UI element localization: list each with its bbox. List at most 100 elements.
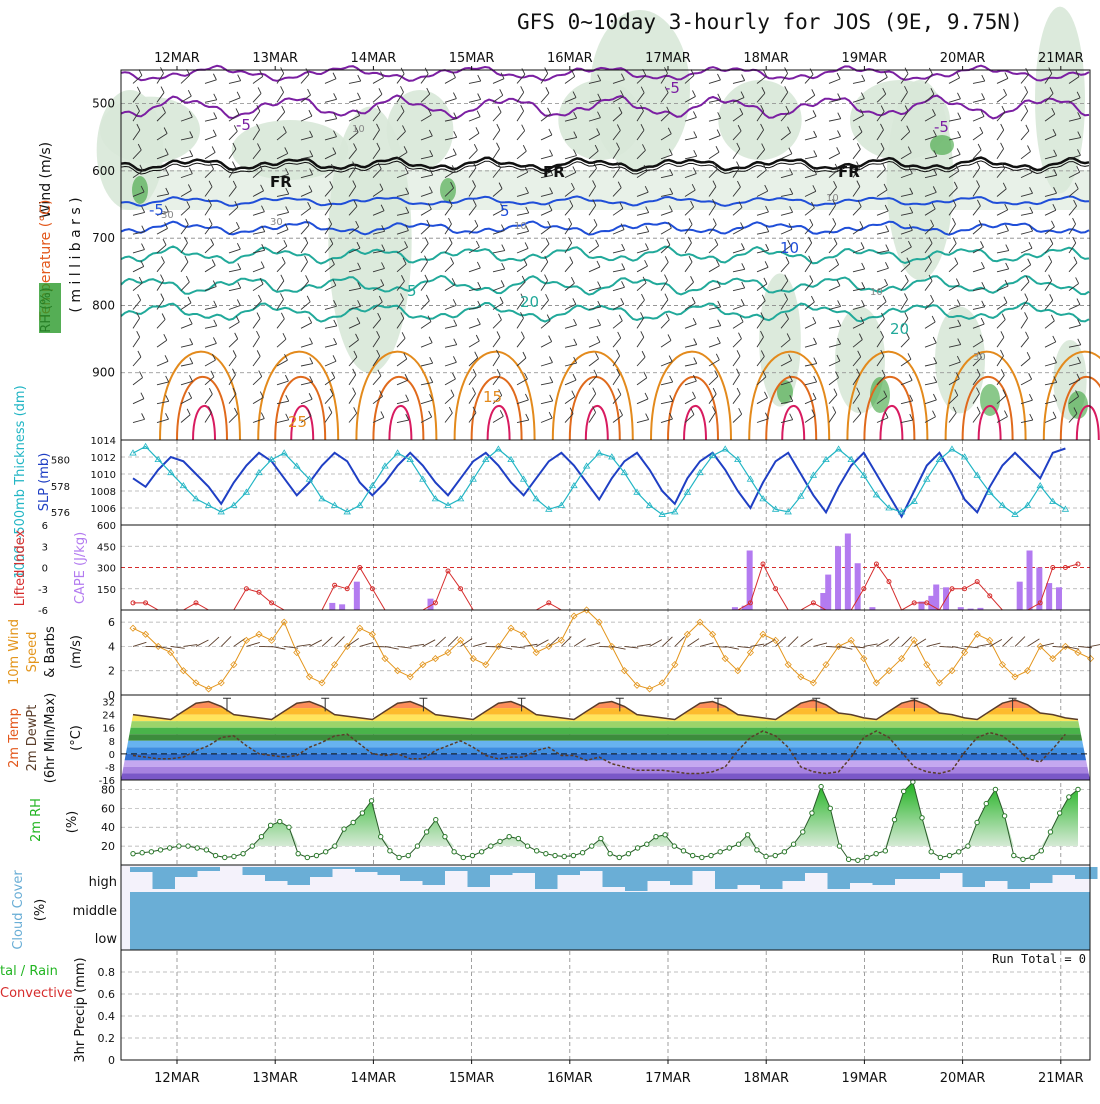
rh-tick-label: 40 — [101, 821, 115, 834]
rh-point — [690, 853, 694, 857]
cape-tick-label: 450 — [97, 542, 116, 553]
cloud-high-bar — [603, 867, 626, 887]
rh-point — [415, 844, 419, 848]
cloud-high-bar — [265, 867, 288, 881]
cloud-high-bar — [310, 867, 333, 877]
cloud-high-bar — [130, 867, 153, 872]
temp-band — [121, 773, 1090, 780]
wind-barb — [322, 637, 332, 646]
date-label-top: 12MAR — [154, 51, 200, 66]
rh-point — [406, 853, 410, 857]
ylabel-wind-3: & Barbs — [43, 626, 58, 678]
cloud-high-bar — [918, 867, 941, 879]
rh-point — [131, 851, 135, 855]
pressure-tick-label: 500 — [92, 97, 115, 111]
rh-point — [846, 857, 850, 861]
wind-tick-label: 4 — [108, 640, 115, 653]
rh-point — [1002, 814, 1006, 818]
temp-tick-label: 8 — [109, 737, 115, 748]
rh-point — [635, 846, 639, 850]
ylabel-temp-2: 2m DewPt — [25, 705, 40, 772]
li-tick-label: 0 — [42, 564, 48, 575]
cape-bar — [1017, 582, 1023, 610]
date-label-top: 19MAR — [842, 51, 888, 66]
cape-bar — [933, 585, 939, 611]
rh-point — [874, 851, 878, 855]
rh-point — [379, 834, 383, 838]
cloud-high-bar — [940, 867, 963, 873]
contour-label: 5 — [407, 282, 417, 300]
rh-point — [525, 844, 529, 848]
rh-point — [993, 787, 997, 791]
date-label-top: 20MAR — [940, 51, 986, 66]
rh-point — [645, 842, 649, 846]
cloud-high-bar — [625, 867, 648, 891]
rh-legend-swatch — [39, 283, 61, 333]
cloud-high-bar — [963, 867, 986, 887]
cloud-high-bar — [580, 867, 603, 871]
rh-point — [250, 844, 254, 848]
wind-barb — [650, 640, 662, 647]
wind-barb — [360, 643, 373, 647]
date-label-top: 17MAR — [645, 51, 691, 66]
wind-barb — [385, 646, 399, 649]
temp-band — [121, 728, 1090, 735]
contour-label: 5 — [500, 202, 510, 220]
wind-barb — [700, 643, 714, 647]
cape-bar — [354, 582, 360, 610]
wind-barb — [221, 636, 231, 646]
rh-point — [333, 844, 337, 848]
wind-barb — [952, 646, 966, 649]
cloud-level-low: low — [95, 932, 118, 947]
contour-label: 10 — [352, 124, 365, 135]
wind-barb — [876, 639, 888, 646]
contour-label: -5 — [934, 118, 949, 136]
rh-point — [388, 849, 392, 853]
cape-tick-label: 300 — [97, 564, 116, 575]
ylabel-rh2m-unit: (%) — [65, 811, 80, 834]
date-label-bottom: 20MAR — [940, 1071, 986, 1086]
rh-point — [920, 816, 924, 820]
rh-point — [590, 844, 594, 848]
ylabel-cloud: Cloud Cover — [11, 870, 26, 950]
ylabel-rh2m: 2m RH — [29, 798, 44, 842]
rh-line — [133, 782, 1078, 860]
rh-point — [498, 839, 502, 843]
rh-point — [479, 850, 483, 854]
date-label-top: 13MAR — [252, 51, 298, 66]
cloud-high-bar — [1008, 867, 1031, 889]
rh-point — [259, 834, 263, 838]
ylabel-wind-1: 10m Wind — [7, 619, 22, 685]
ylabel-temp-unit: (°C) — [69, 725, 84, 751]
date-label-bottom: 12MAR — [154, 1071, 200, 1086]
rh-point — [544, 851, 548, 855]
wind-barb — [574, 639, 586, 647]
rh-point — [287, 825, 291, 829]
cloud-high-bar — [783, 867, 806, 881]
date-label-bottom: 17MAR — [645, 1071, 691, 1086]
rh-high-shade — [132, 176, 148, 204]
rh-point — [580, 851, 584, 855]
cape-bar — [339, 604, 345, 610]
wind-tick-label: 2 — [108, 665, 115, 678]
rh-point — [213, 853, 217, 857]
cloud-high-bar — [175, 867, 198, 877]
wind-barb — [1002, 637, 1012, 647]
rh-point — [746, 833, 750, 837]
cloud-high-bar — [670, 867, 693, 885]
rh-point — [755, 848, 759, 852]
rh-point — [700, 855, 704, 859]
cloud-high-bar — [693, 867, 716, 871]
contour-label: 10 — [826, 193, 839, 204]
wind-barb — [725, 646, 739, 649]
rh-point — [617, 855, 621, 859]
rh-point — [681, 849, 685, 853]
precip-tick-label: 0.4 — [98, 1010, 116, 1023]
wind-barb — [335, 636, 345, 646]
rh-tick-label: 80 — [101, 783, 115, 796]
cape-bar — [329, 603, 335, 610]
rh-point — [1067, 795, 1071, 799]
rh-point — [856, 858, 860, 862]
ylabel-precip-3: 3hr Precip (mm) — [73, 957, 88, 1062]
ylabel-lifted-index: Lifted Index — [13, 529, 28, 606]
